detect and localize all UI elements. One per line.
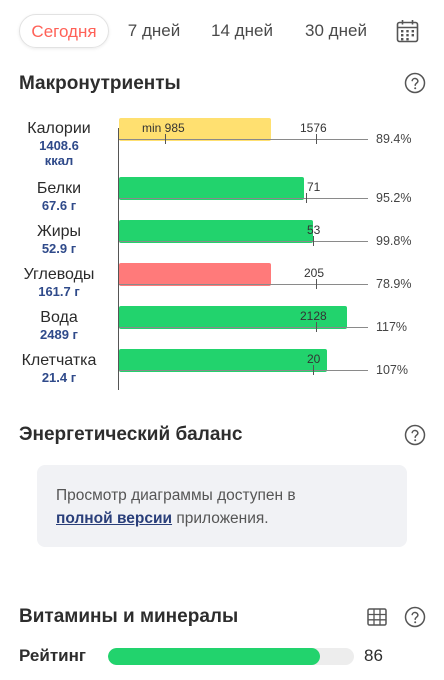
macro-track — [119, 327, 368, 328]
macro-target-label: 1576 — [300, 121, 327, 135]
rating-value: 86 — [364, 646, 383, 665]
notice-text: Просмотр диаграммы доступен в — [56, 487, 296, 504]
macro-target-label: 53 — [307, 223, 321, 237]
macro-min-tick — [165, 134, 166, 144]
macro-bar — [119, 118, 271, 141]
macro-row-calories: Калории 1408.6 ккал min 985 1576 89.4% — [0, 118, 444, 168]
macro-bar — [119, 349, 327, 372]
macro-value: 21.4 г — [41, 370, 77, 385]
macro-track — [119, 139, 368, 140]
macro-value: 67.6 г — [41, 198, 77, 213]
macro-row-fat: Жиры 52.9 г 53 99.8% — [0, 219, 444, 263]
macro-bar — [119, 220, 313, 243]
macro-value: 52.9 г — [41, 241, 77, 256]
macro-bar — [119, 263, 271, 286]
macro-name: Вода — [40, 309, 78, 326]
macro-name: Углеводы — [23, 266, 95, 283]
macro-value: 2489 г — [40, 327, 78, 342]
rating-bar — [108, 648, 354, 665]
macro-target-tick — [316, 279, 317, 289]
macro-target-label: 205 — [304, 266, 325, 280]
macro-track — [119, 198, 368, 199]
macro-name: Жиры — [36, 223, 82, 240]
macro-target-label: 71 — [307, 180, 321, 194]
macro-bar — [119, 306, 347, 329]
macro-target-tick — [313, 365, 314, 375]
macro-percent: 95.2% — [376, 191, 412, 205]
macro-name: Калории — [27, 120, 91, 137]
macro-percent: 89.4% — [376, 132, 412, 146]
macro-min-label: min 985 — [142, 121, 185, 135]
macro-name: Клетчатка — [21, 352, 97, 369]
energy-title: Энергетический баланс — [19, 424, 243, 445]
macro-row-carbs: Углеводы 161.7 г 205 78.9% — [0, 262, 444, 306]
macro-value: 1408.6 — [39, 138, 79, 153]
macro-track — [119, 284, 368, 285]
macro-row-water: Вода 2489 г 2128 117% — [0, 305, 444, 349]
full-version-link[interactable]: полной версии — [56, 510, 173, 527]
vitamins-title: Витамины и минералы — [19, 606, 239, 627]
tab-7-days[interactable]: 7 дней — [127, 21, 181, 40]
rating-bar-fill — [108, 648, 320, 665]
macro-target-tick — [313, 236, 314, 246]
macro-track — [119, 370, 368, 371]
macro-row-protein: Белки 67.6 г 71 95.2% — [0, 176, 444, 220]
macro-percent: 117% — [376, 320, 408, 334]
period-tabs: Сегодня 7 дней 14 дней 30 дней — [0, 0, 444, 62]
question-circle-icon[interactable] — [404, 424, 426, 446]
macro-name: Белки — [36, 180, 82, 197]
macro-value: 161.7 г — [38, 284, 80, 299]
table-grid-icon[interactable] — [367, 607, 387, 627]
macro-target-tick — [306, 193, 307, 203]
macro-row-fiber: Клетчатка 21.4 г 20 107% — [0, 348, 444, 392]
calendar-icon[interactable] — [396, 19, 419, 43]
notice-text-end: приложения. — [172, 510, 269, 527]
rating-label: Рейтинг — [19, 646, 86, 665]
chart-axis — [118, 128, 119, 390]
tab-30-days[interactable]: 30 дней — [305, 21, 367, 40]
macro-bar — [119, 177, 304, 200]
tab-14-days[interactable]: 14 дней — [211, 21, 273, 40]
tab-today[interactable]: Сегодня — [19, 14, 109, 48]
macro-target-label: 2128 — [300, 309, 327, 323]
question-circle-icon[interactable] — [404, 72, 426, 94]
macro-track — [119, 241, 368, 242]
macro-percent: 107% — [376, 363, 408, 377]
macro-target-tick — [316, 134, 317, 144]
macro-unit: ккал — [44, 153, 74, 168]
macro-target-label: 20 — [307, 352, 321, 366]
macro-percent: 78.9% — [376, 277, 412, 291]
macro-target-tick — [316, 322, 317, 332]
full-version-notice: Просмотр диаграммы доступен в полной вер… — [37, 465, 407, 547]
macros-title: Макронутриенты — [19, 73, 181, 94]
macro-percent: 99.8% — [376, 234, 412, 248]
question-circle-icon[interactable] — [404, 606, 426, 628]
